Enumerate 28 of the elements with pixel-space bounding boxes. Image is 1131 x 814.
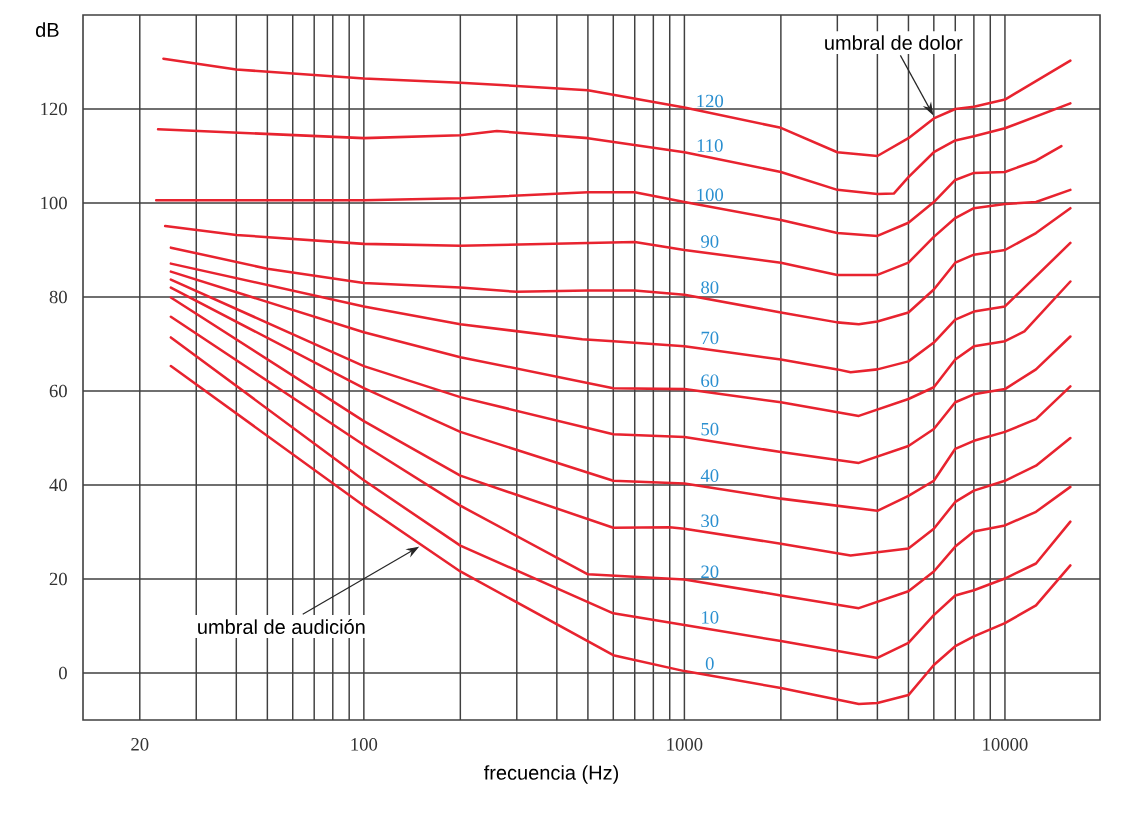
series-label: 40 [700,469,719,482]
series-label: 120 [697,94,724,108]
series-label: 90 [701,235,719,248]
series-label: 10 [702,611,719,624]
series-label: 60 [701,374,719,387]
series-label: 50 [701,422,719,436]
x-tick-label: 100 [351,738,378,751]
y-tick-label: 80 [49,290,67,304]
series-label: 80 [701,281,719,294]
series-label: 110 [697,139,723,152]
y-tick-label: 0 [59,666,67,680]
y-tick-label: 20 [49,572,67,586]
series-label: 0 [705,657,714,670]
y-tick-label: 40 [49,478,67,492]
series-label: 100 [697,188,724,202]
y-tick-label: 60 [49,384,67,398]
y-axis-title: dB [36,22,59,38]
x-tick-label: 10000 [983,738,1028,751]
x-tick-label: 1000 [667,738,703,751]
series-label: 70 [701,331,719,345]
y-tick-label: 100 [41,196,67,210]
x-tick-label: 20 [131,738,149,751]
series-label: 20 [701,565,719,579]
annotation: umbral de dolor [825,35,963,50]
x-axis-title: frecuencia (Hz) [484,765,619,784]
y-tick-label: 120 [41,102,67,116]
annotation: umbral de audición [198,619,365,635]
series-label: 30 [701,514,719,528]
